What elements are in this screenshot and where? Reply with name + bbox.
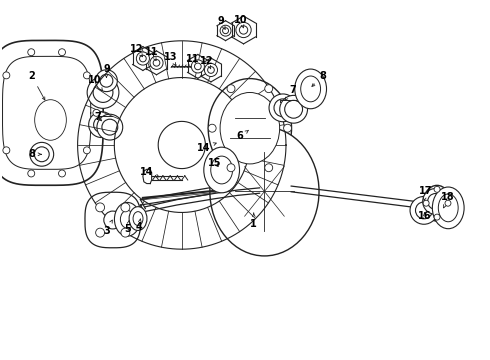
Ellipse shape: [133, 212, 143, 225]
Circle shape: [104, 211, 122, 229]
Circle shape: [28, 49, 35, 56]
Circle shape: [220, 25, 231, 36]
Text: 6: 6: [237, 130, 248, 141]
Circle shape: [222, 28, 228, 33]
Text: 17: 17: [419, 186, 433, 201]
Ellipse shape: [439, 194, 458, 222]
Circle shape: [284, 124, 292, 132]
Circle shape: [208, 124, 216, 132]
Circle shape: [150, 56, 163, 69]
Circle shape: [227, 85, 235, 93]
Circle shape: [445, 200, 451, 206]
Circle shape: [83, 147, 90, 154]
Ellipse shape: [129, 207, 147, 230]
Circle shape: [274, 99, 292, 117]
Circle shape: [93, 82, 113, 102]
Text: 11: 11: [186, 54, 200, 64]
Circle shape: [416, 202, 432, 219]
Circle shape: [280, 95, 308, 123]
Ellipse shape: [210, 127, 319, 256]
Circle shape: [89, 112, 115, 138]
Circle shape: [121, 203, 130, 212]
Text: 10: 10: [234, 15, 248, 28]
Text: 14: 14: [140, 167, 159, 177]
Text: 8: 8: [28, 149, 41, 159]
Circle shape: [28, 170, 35, 177]
Text: 16: 16: [418, 211, 432, 221]
Circle shape: [96, 203, 104, 212]
Ellipse shape: [301, 76, 320, 102]
Circle shape: [269, 94, 297, 122]
Ellipse shape: [428, 192, 446, 214]
Text: 11: 11: [145, 47, 158, 60]
Circle shape: [83, 72, 90, 79]
Circle shape: [153, 59, 160, 66]
Text: 4: 4: [136, 219, 143, 232]
Text: 9: 9: [103, 64, 110, 77]
Circle shape: [236, 22, 251, 37]
Circle shape: [100, 74, 113, 87]
Circle shape: [428, 193, 443, 210]
Ellipse shape: [432, 187, 464, 229]
Ellipse shape: [423, 185, 451, 221]
Circle shape: [58, 49, 66, 56]
Circle shape: [240, 26, 248, 34]
Text: 15: 15: [208, 158, 221, 168]
Circle shape: [3, 72, 10, 79]
Circle shape: [34, 147, 49, 162]
Circle shape: [410, 197, 438, 224]
Text: 7: 7: [285, 85, 296, 100]
Circle shape: [94, 117, 109, 132]
Circle shape: [208, 67, 214, 73]
Text: 1: 1: [250, 213, 257, 229]
Circle shape: [204, 63, 218, 77]
Circle shape: [265, 85, 272, 93]
Circle shape: [87, 77, 119, 108]
Circle shape: [423, 189, 448, 214]
Circle shape: [96, 70, 117, 91]
Ellipse shape: [208, 78, 292, 178]
Circle shape: [265, 164, 272, 172]
Circle shape: [96, 228, 104, 237]
Ellipse shape: [220, 93, 280, 164]
Circle shape: [195, 63, 201, 70]
Ellipse shape: [295, 69, 326, 109]
Circle shape: [97, 114, 122, 140]
Circle shape: [93, 109, 100, 116]
Text: 7: 7: [95, 112, 101, 122]
Circle shape: [140, 55, 146, 62]
Text: 5: 5: [124, 221, 131, 234]
Ellipse shape: [121, 210, 134, 228]
Text: 10: 10: [88, 75, 102, 91]
Text: 2: 2: [28, 71, 45, 100]
Circle shape: [434, 186, 440, 192]
Circle shape: [58, 170, 66, 177]
Text: 13: 13: [164, 52, 178, 66]
Ellipse shape: [35, 100, 66, 140]
Circle shape: [30, 142, 54, 166]
Text: 18: 18: [441, 192, 455, 208]
Ellipse shape: [211, 156, 233, 184]
Ellipse shape: [204, 147, 240, 193]
Text: 12: 12: [130, 44, 144, 57]
Text: 12: 12: [200, 56, 214, 69]
Circle shape: [136, 52, 149, 65]
Ellipse shape: [115, 202, 140, 236]
Text: 9: 9: [217, 16, 225, 29]
Text: 8: 8: [312, 71, 326, 86]
Circle shape: [3, 147, 10, 154]
Circle shape: [121, 228, 130, 237]
Circle shape: [191, 60, 204, 73]
Circle shape: [434, 214, 440, 220]
Text: 3: 3: [103, 220, 112, 236]
Circle shape: [423, 200, 429, 206]
Circle shape: [102, 119, 118, 135]
Text: 14: 14: [197, 143, 216, 153]
Circle shape: [285, 100, 302, 118]
Circle shape: [227, 164, 235, 172]
